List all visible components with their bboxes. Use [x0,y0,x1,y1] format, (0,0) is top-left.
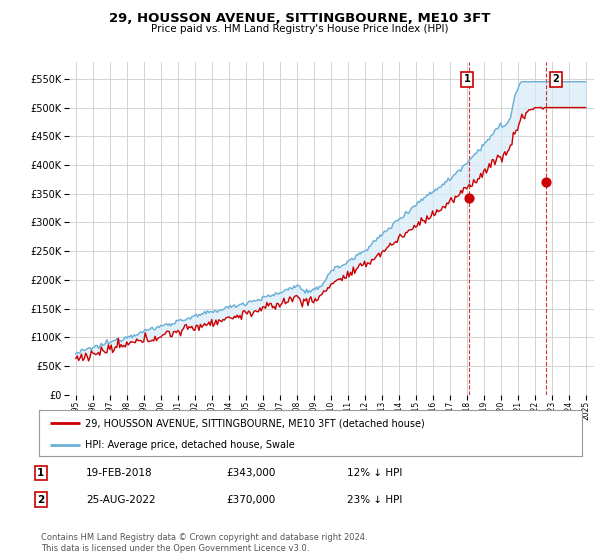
Text: HPI: Average price, detached house, Swale: HPI: Average price, detached house, Swal… [85,440,295,450]
Text: 12% ↓ HPI: 12% ↓ HPI [347,468,402,478]
Text: 2: 2 [37,494,44,505]
Text: 1: 1 [37,468,44,478]
Text: 29, HOUSSON AVENUE, SITTINGBOURNE, ME10 3FT (detached house): 29, HOUSSON AVENUE, SITTINGBOURNE, ME10 … [85,418,425,428]
Text: 19-FEB-2018: 19-FEB-2018 [86,468,152,478]
Point [464,193,473,202]
Text: £370,000: £370,000 [227,494,276,505]
Text: Price paid vs. HM Land Registry's House Price Index (HPI): Price paid vs. HM Land Registry's House … [151,24,449,34]
Text: 23% ↓ HPI: 23% ↓ HPI [347,494,402,505]
Text: 1: 1 [464,74,470,84]
Text: Contains HM Land Registry data © Crown copyright and database right 2024.
This d: Contains HM Land Registry data © Crown c… [41,533,367,553]
Text: 29, HOUSSON AVENUE, SITTINGBOURNE, ME10 3FT: 29, HOUSSON AVENUE, SITTINGBOURNE, ME10 … [109,12,491,25]
Text: 2: 2 [553,74,559,84]
Text: 25-AUG-2022: 25-AUG-2022 [86,494,155,505]
Text: £343,000: £343,000 [227,468,276,478]
Point [541,178,550,186]
